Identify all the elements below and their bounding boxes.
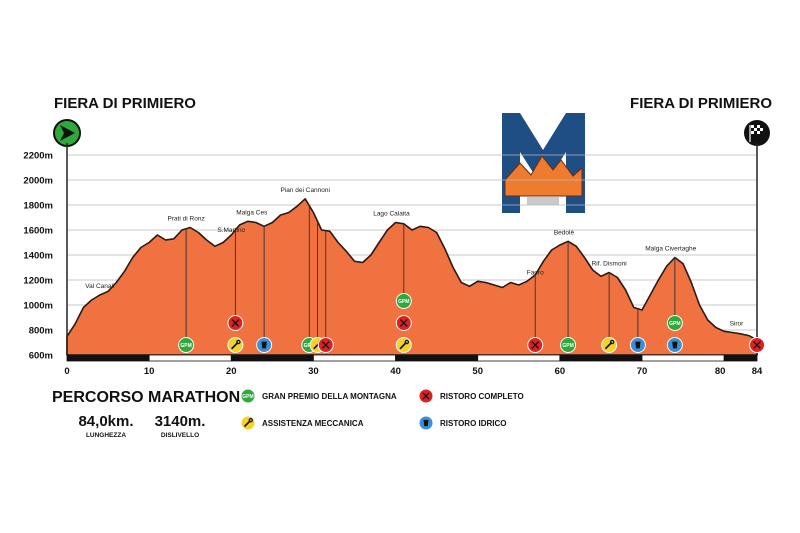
m-mountain-logo-icon xyxy=(502,113,585,213)
course-stats: 84,0km. LUNGHEZZA 3140m. DISLIVELLO xyxy=(78,413,205,439)
y-tick-label: 1400m xyxy=(23,251,53,262)
svg-text:GPM: GPM xyxy=(669,321,680,327)
y-tick-label: 2000m xyxy=(23,176,53,187)
x-tick-label: 30 xyxy=(308,366,319,377)
x-axis-segment xyxy=(66,354,150,362)
start-location-title: FIERA DI PRIMIERO xyxy=(54,95,196,112)
fork-knife-icon xyxy=(227,315,244,331)
x-tick-label: 60 xyxy=(555,366,566,377)
place-label: Malga Ces xyxy=(236,209,268,216)
fork-knife-icon xyxy=(527,337,544,353)
legend-label: GRAN PREMIO DELLA MONTAGNA xyxy=(262,392,397,401)
length-value: 84,0km. xyxy=(78,413,133,430)
x-tick-label: 50 xyxy=(472,366,483,377)
fork-knife-icon xyxy=(317,337,334,353)
place-labels: Val Canali Prati di Ronz S.Martino Malga Ce… xyxy=(85,187,744,328)
y-tick-label: 1600m xyxy=(23,226,53,237)
place-label: Bedolè xyxy=(554,229,575,236)
x-tick-label: 84 xyxy=(752,366,763,377)
y-tick-label: 1000m xyxy=(23,301,53,312)
route-markers: GPM GPM GPM GPM GPM xyxy=(178,293,765,353)
legend-label: RISTORO COMPLETO xyxy=(440,392,524,401)
finish-location-title: FIERA DI PRIMIERO xyxy=(630,95,772,112)
start-arrow-icon xyxy=(53,119,81,147)
gpm-circle-icon: GPM xyxy=(240,388,256,404)
y-tick-label: 800m xyxy=(29,326,53,337)
fork-knife-icon xyxy=(395,315,412,331)
legend-label: RISTORO IDRICO xyxy=(440,419,507,428)
profile-area xyxy=(66,198,758,356)
legend: GPM GRAN PREMIO DELLA MONTAGNA RISTORO COM… xyxy=(240,388,524,431)
elevation-series-area xyxy=(66,198,758,356)
x-axis-segment xyxy=(559,354,643,362)
x-axis-segment xyxy=(230,354,314,362)
elevation-gain-label: DISLIVELLO xyxy=(161,432,199,439)
place-label: Siror xyxy=(730,321,745,328)
x-tick-label: 80 xyxy=(715,366,726,377)
place-label: Lago Calaita xyxy=(373,211,410,218)
gpm-circle-icon: GPM xyxy=(666,315,683,331)
wrench-icon xyxy=(227,337,244,353)
y-tick-label: 2200m xyxy=(23,151,53,162)
x-axis-segment xyxy=(395,354,479,362)
x-tick-label: 40 xyxy=(390,366,401,377)
place-label: Rif. Dismoni xyxy=(592,261,627,268)
x-axis: 0 10 20 30 40 50 60 70 80 84 xyxy=(64,354,763,377)
x-tick-label: 70 xyxy=(637,366,648,377)
wrench-icon xyxy=(601,337,618,353)
x-tick-label: 20 xyxy=(226,366,237,377)
x-axis-segment xyxy=(477,354,561,362)
place-label: Pian dei Cannoni xyxy=(280,187,330,194)
wrench-icon xyxy=(240,415,256,431)
gpm-circle-icon: GPM xyxy=(395,293,412,309)
wrench-icon xyxy=(395,337,412,353)
svg-text:GPM: GPM xyxy=(180,343,191,349)
water-cup-icon xyxy=(629,337,646,353)
gpm-circle-icon: GPM xyxy=(560,337,577,353)
elevation-gain-value: 3140m. xyxy=(155,413,206,430)
y-tick-label: 1200m xyxy=(23,276,53,287)
fork-knife-icon xyxy=(418,388,434,404)
gpm-circle-icon: GPM xyxy=(178,337,195,353)
fork-knife-icon xyxy=(749,337,765,353)
place-label: Malga Civertaghe xyxy=(645,246,696,253)
water-cup-icon xyxy=(666,337,683,353)
svg-text:GPM: GPM xyxy=(562,343,573,349)
svg-text:GPM: GPM xyxy=(304,343,315,349)
y-tick-label: 1800m xyxy=(23,201,53,212)
x-axis-segment xyxy=(641,354,725,362)
x-tick-label: 10 xyxy=(144,366,155,377)
x-tick-label: 0 xyxy=(64,366,69,377)
marker-droplines xyxy=(185,205,676,345)
course-title: PERCORSO MARATHON xyxy=(52,389,240,406)
y-tick-label: 600m xyxy=(29,351,53,362)
legend-label: ASSISTENZA MECCANICA xyxy=(262,419,364,428)
length-label: LUNGHEZZA xyxy=(86,432,126,439)
place-label: Faoro xyxy=(527,269,544,276)
svg-text:GPM: GPM xyxy=(242,394,253,400)
place-label: Prati di Ronz xyxy=(167,216,204,223)
place-label: Val Canali xyxy=(85,283,114,290)
water-cup-icon xyxy=(256,337,273,353)
x-axis-segment xyxy=(148,354,232,362)
place-label: S.Martino xyxy=(217,227,245,234)
x-axis-segment xyxy=(313,354,396,362)
water-cup-icon xyxy=(418,415,434,431)
checkered-flag-icon xyxy=(744,120,770,146)
svg-text:GPM: GPM xyxy=(398,299,409,305)
x-axis-segment xyxy=(723,354,758,362)
